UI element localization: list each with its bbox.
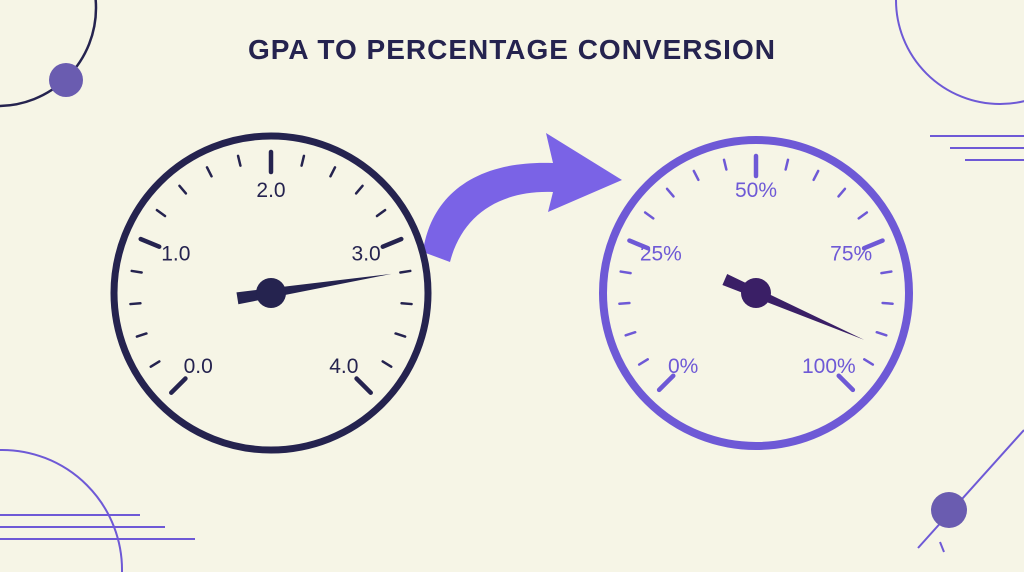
minor-tick xyxy=(812,169,820,182)
minor-tick xyxy=(637,358,649,366)
major-tick xyxy=(627,238,651,251)
circle-decor-icon xyxy=(0,0,98,108)
gauge-dial xyxy=(110,132,432,454)
page-title: GPA TO PERCENTAGE CONVERSION xyxy=(248,34,776,65)
minor-tick xyxy=(400,302,413,306)
minor-tick xyxy=(236,154,242,167)
minor-tick xyxy=(399,269,412,274)
circle-decor-icon xyxy=(0,448,195,572)
minor-tick xyxy=(130,269,143,274)
major-tick xyxy=(836,373,856,393)
gauge-needle xyxy=(722,273,865,340)
minor-tick xyxy=(665,187,675,198)
gauge-hub xyxy=(741,278,771,308)
major-tick xyxy=(354,376,373,395)
gauge-label: 75% xyxy=(830,243,872,266)
minor-tick xyxy=(643,211,655,220)
percent-gauge: 0% 25% 50% 75% 100% xyxy=(599,136,913,450)
minor-tick xyxy=(135,332,148,338)
gauge-label: 100% xyxy=(802,355,856,378)
major-tick xyxy=(656,373,676,393)
major-tick xyxy=(380,236,404,249)
gpa-gauge: 0.0 1.0 2.0 3.0 4.0 xyxy=(110,132,432,454)
dot-decor-icon xyxy=(917,429,1024,553)
major-tick xyxy=(169,376,188,395)
gauge-label: 3.0 xyxy=(352,243,381,266)
arrow-right-icon xyxy=(423,133,622,262)
minor-tick xyxy=(354,184,364,195)
minor-tick xyxy=(875,330,888,337)
minor-tick xyxy=(149,360,161,368)
major-tick xyxy=(138,236,162,249)
minor-tick xyxy=(863,358,875,366)
minor-tick xyxy=(205,166,213,178)
gauge-label: 25% xyxy=(640,243,682,266)
minor-tick xyxy=(129,302,142,306)
gauge-label: 1.0 xyxy=(161,243,190,266)
major-tick xyxy=(861,238,885,251)
gauge-hub xyxy=(256,278,286,308)
gauge-label: 50% xyxy=(735,179,777,202)
gauge-label: 2.0 xyxy=(256,179,285,202)
minor-tick xyxy=(329,166,337,178)
gauge-dial xyxy=(599,136,913,450)
gauge-label: 4.0 xyxy=(329,355,358,378)
minor-tick xyxy=(722,158,728,171)
minor-tick xyxy=(784,158,790,171)
minor-tick xyxy=(881,301,894,305)
minor-tick xyxy=(857,211,869,220)
minor-tick xyxy=(381,360,393,368)
minor-tick xyxy=(618,301,631,305)
minor-tick xyxy=(624,330,637,337)
minor-tick xyxy=(178,184,188,195)
gauge-label: 0.0 xyxy=(184,355,213,378)
gauge-label: 0% xyxy=(668,355,698,378)
minor-tick xyxy=(619,270,632,275)
minor-tick xyxy=(394,332,407,338)
minor-tick xyxy=(880,270,893,275)
minor-tick xyxy=(692,169,700,182)
minor-tick xyxy=(837,187,847,198)
lines-decor-icon xyxy=(930,135,1024,161)
circle-decor-icon xyxy=(895,0,1024,105)
minor-tick xyxy=(300,154,306,167)
minor-tick xyxy=(375,208,387,218)
minor-tick xyxy=(155,208,167,218)
